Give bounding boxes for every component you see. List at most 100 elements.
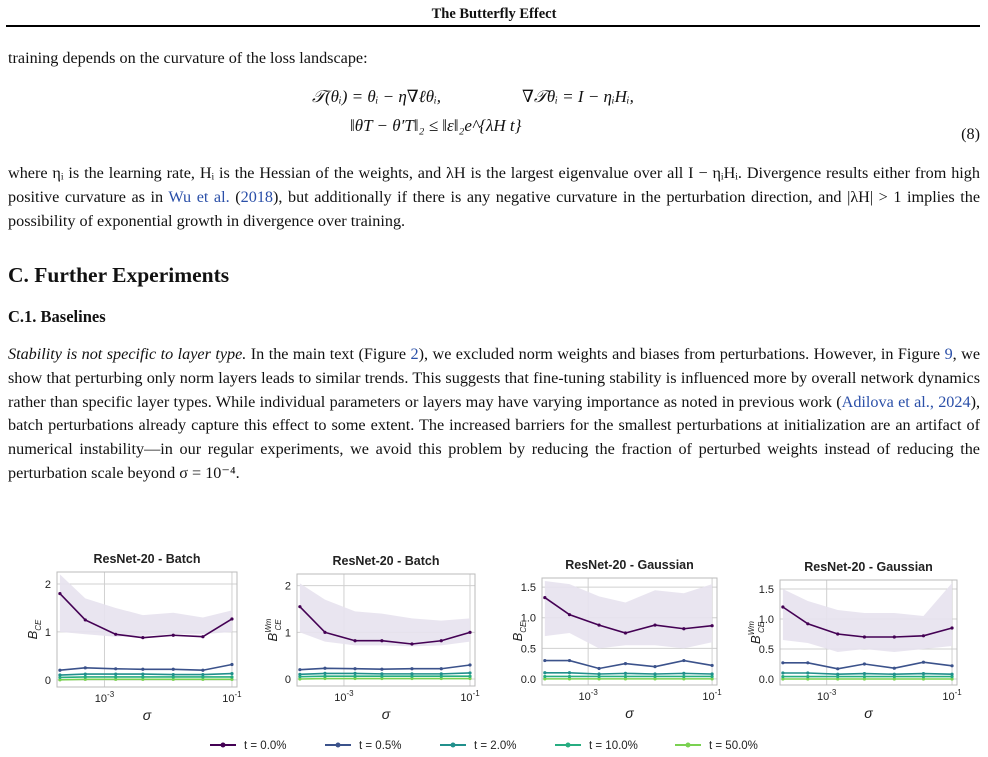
- data-point: [230, 677, 234, 681]
- data-point: [543, 677, 547, 681]
- legend-item: t = 10.0%: [555, 740, 638, 752]
- std-band: [782, 583, 953, 652]
- plot-frame: [541, 577, 718, 686]
- data-point: [83, 672, 87, 676]
- baselines-paragraph: Stability is not specific to layer type.…: [8, 345, 981, 482]
- data-point: [201, 677, 205, 681]
- data-point: [836, 677, 840, 681]
- data-point: [623, 631, 628, 635]
- data-point: [710, 674, 714, 679]
- data-point: [781, 671, 785, 675]
- figure-panels: 0 1 2 10-3 10-1 ResNet-20 - Batch σ BCE 0 1 2 10-3 1…: [25, 552, 962, 752]
- x-tick-label: 10-3: [578, 688, 598, 703]
- citation-wu[interactable]: Wu et al.: [168, 187, 230, 206]
- legend-label: t = 2.0%: [474, 740, 517, 752]
- x-tick-label: 10-1: [942, 688, 962, 703]
- figure-9-link[interactable]: 9: [944, 345, 953, 363]
- data-point: [597, 674, 601, 679]
- data-point: [836, 667, 840, 671]
- data-point: [862, 635, 867, 639]
- data-point: [921, 660, 926, 664]
- data-point: [141, 677, 145, 681]
- x-tick-label: 10-3: [817, 688, 837, 703]
- plot-frame: [779, 579, 958, 686]
- data-point: [682, 677, 686, 681]
- para2-text-a: where ηᵢ is the learning rate, Hᵢ is the…: [8, 164, 980, 206]
- data-point: [380, 674, 384, 678]
- x-tick-label: 10-3: [95, 690, 115, 705]
- data-point: [468, 671, 472, 675]
- x-tick-label: 10-1: [460, 689, 480, 704]
- data-point: [58, 678, 62, 682]
- data-point: [171, 672, 175, 677]
- legend-marker: [335, 742, 341, 748]
- data-point: [567, 658, 572, 663]
- y-tick-label: 2: [45, 579, 51, 591]
- data-point: [567, 671, 572, 675]
- data-point: [230, 662, 234, 667]
- y-tick-label: 1: [285, 627, 291, 639]
- data-point: [114, 675, 118, 679]
- data-point: [410, 674, 414, 678]
- data-point: [653, 665, 657, 669]
- data-point: [298, 677, 302, 681]
- data-point: [781, 605, 785, 609]
- figure-legend: t = 0.0% t = 0.5% t = 2.0% t = 10.0% t = 50.…: [210, 740, 758, 752]
- data-point: [353, 667, 357, 671]
- subsection-title: C.1. Baselines: [8, 307, 106, 326]
- data-point: [892, 677, 896, 681]
- data-point: [323, 674, 327, 678]
- legend-marker: [685, 742, 691, 748]
- x-tick-label: 10-3: [334, 689, 354, 704]
- y-tick-label: 0.0: [521, 674, 536, 686]
- data-point: [892, 635, 896, 639]
- citation-wu-year[interactable]: 2018: [240, 187, 273, 206]
- data-point: [623, 671, 628, 675]
- data-point: [439, 667, 443, 671]
- equation-number: (8): [961, 125, 980, 143]
- y-axis-label: BCE: [510, 621, 528, 641]
- legend-label: t = 10.0%: [589, 740, 638, 752]
- data-point: [353, 674, 357, 678]
- data-point: [83, 675, 87, 679]
- panel-title: ResNet-20 - Batch: [94, 552, 201, 566]
- running-header: The Butterfly Effect: [431, 6, 557, 22]
- data-point: [171, 633, 175, 637]
- data-point: [58, 668, 62, 672]
- chart-panel-4: 0.0 0.5 1.0 1.5 10-3 10-1 ResNet-20 - Gaussian…: [747, 560, 962, 721]
- data-point: [380, 672, 384, 676]
- legend-item: t = 0.5%: [325, 740, 402, 752]
- data-point: [567, 613, 572, 617]
- y-tick-label: 1.0: [521, 613, 536, 625]
- data-point: [862, 672, 867, 676]
- y-tick-label: 0: [45, 675, 51, 687]
- citation-adilova[interactable]: Adilova et al., 2024: [841, 392, 971, 411]
- data-point: [201, 675, 205, 679]
- data-point: [597, 666, 601, 671]
- data-point: [781, 675, 785, 679]
- legend-item: t = 2.0%: [440, 740, 517, 752]
- figure-2-link[interactable]: 2: [410, 345, 419, 363]
- equation-line1-left: 𝒯(θᵢ) = θᵢ − η∇ℓθᵢ,: [312, 87, 442, 106]
- data-point: [171, 677, 175, 681]
- data-point: [921, 634, 926, 638]
- data-point: [806, 671, 810, 675]
- data-point: [230, 675, 234, 679]
- data-point: [862, 662, 867, 666]
- data-point: [892, 675, 896, 679]
- data-point: [58, 675, 62, 680]
- data-point: [950, 664, 954, 668]
- data-point: [468, 630, 472, 634]
- data-point: [623, 662, 628, 666]
- chart-panel-1: 0 1 2 10-3 10-1 ResNet-20 - Batch σ BCE: [25, 552, 242, 723]
- std-band: [59, 574, 232, 637]
- data-point: [468, 663, 472, 667]
- data-point: [781, 677, 785, 681]
- legend-marker: [220, 742, 226, 748]
- data-point: [597, 677, 601, 681]
- data-point: [298, 668, 302, 672]
- legend-item: t = 0.0%: [210, 740, 287, 752]
- divergence-paragraph: where ηᵢ is the learning rate, Hᵢ is the…: [8, 164, 981, 230]
- data-point: [298, 672, 302, 676]
- header-rule: [6, 25, 980, 27]
